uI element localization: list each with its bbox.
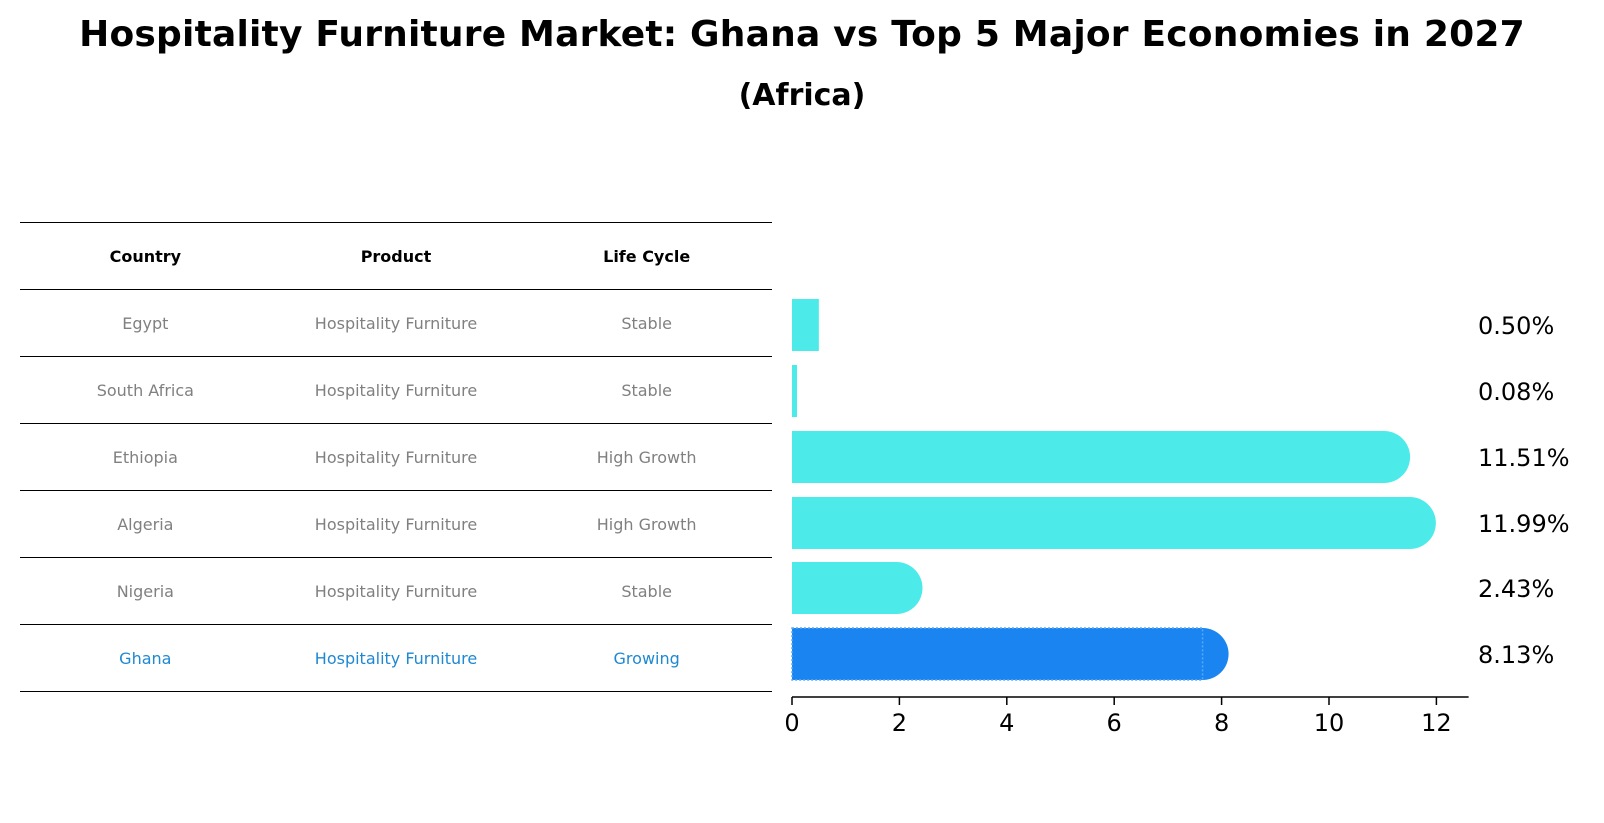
cell-product: Hospitality Furniture: [270, 356, 522, 424]
cell-product: Hospitality Furniture: [270, 289, 522, 357]
table-row: Nigeria Hospitality Furniture Stable: [20, 557, 772, 625]
table-row: Ethiopia Hospitality Furniture High Grow…: [20, 423, 772, 491]
table-row: Algeria Hospitality Furniture High Growt…: [20, 490, 772, 558]
x-tick-label: 0: [784, 709, 799, 737]
bar: [792, 431, 1411, 483]
x-tick-label: 8: [1214, 709, 1229, 737]
header-life-cycle: Life Cycle: [521, 222, 772, 290]
bar: [792, 299, 819, 351]
header-product: Product: [270, 222, 522, 290]
cell-country: Algeria: [20, 490, 271, 558]
x-tick-label: 2: [892, 709, 907, 737]
chart-title: Hospitality Furniture Market: Ghana vs T…: [79, 14, 1525, 55]
cell-life-cycle: Growing: [521, 624, 772, 692]
x-tick-label: 6: [1107, 709, 1122, 737]
table-header-row: Country Product Life Cycle: [20, 222, 772, 290]
value-label: 2.43%: [1478, 575, 1554, 603]
value-label: 0.08%: [1478, 378, 1554, 406]
value-label: 11.99%: [1478, 510, 1570, 538]
cell-life-cycle: Stable: [521, 356, 772, 424]
chart-subtitle: (Africa): [738, 78, 866, 113]
x-tick-label: 10: [1314, 709, 1345, 737]
cell-product: Hospitality Furniture: [270, 423, 522, 491]
cell-country: Ethiopia: [20, 423, 271, 491]
cell-life-cycle: High Growth: [521, 490, 772, 558]
header-country: Country: [20, 222, 271, 290]
life-cycle-table: Country Product Life Cycle Egypt Hospita…: [20, 222, 772, 692]
table-row-highlighted: Ghana Hospitality Furniture Growing: [20, 624, 772, 692]
value-label: 8.13%: [1478, 641, 1554, 669]
bar: [792, 365, 797, 417]
x-tick-label: 4: [999, 709, 1014, 737]
x-tick-label: 12: [1421, 709, 1452, 737]
bar: [792, 497, 1436, 549]
cell-country: Nigeria: [20, 557, 271, 625]
cell-life-cycle: High Growth: [521, 423, 772, 491]
cell-country: Ghana: [20, 624, 271, 692]
cell-life-cycle: Stable: [521, 557, 772, 625]
table-row: South Africa Hospitality Furniture Stabl…: [20, 356, 772, 424]
value-label: 11.51%: [1478, 444, 1570, 472]
cell-country: South Africa: [20, 356, 271, 424]
table-row: Egypt Hospitality Furniture Stable: [20, 289, 772, 357]
bar-highlighted: [791, 627, 1229, 681]
cell-product: Hospitality Furniture: [270, 624, 522, 692]
value-label: 0.50%: [1478, 312, 1554, 340]
cell-country: Egypt: [20, 289, 271, 357]
cell-life-cycle: Stable: [521, 289, 772, 357]
cell-product: Hospitality Furniture: [270, 490, 522, 558]
bar: [792, 562, 923, 614]
